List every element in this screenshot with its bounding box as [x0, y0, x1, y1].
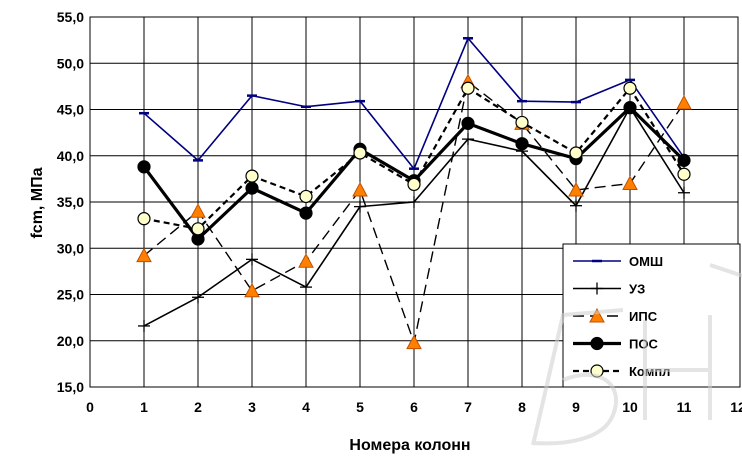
y-tick-label: 35,0 [57, 194, 84, 210]
y-tick-label: 40,0 [57, 148, 84, 164]
series-2-point [246, 253, 258, 266]
series-3-point [244, 282, 260, 298]
series-2-point [300, 281, 312, 294]
x-tick-label: 8 [518, 399, 526, 415]
legend-marker [591, 282, 603, 295]
series-5-point [407, 177, 421, 192]
series-5 [137, 81, 691, 236]
x-tick-label: 6 [410, 399, 418, 415]
series-3-point [676, 94, 692, 110]
series-3-point [622, 175, 638, 190]
x-tick-label: 9 [572, 399, 580, 415]
legend-marker [590, 364, 604, 378]
x-tick-label: 4 [302, 399, 310, 415]
series-3-point [406, 334, 422, 350]
series-5-line [143, 87, 685, 230]
series-4-point [677, 153, 691, 167]
y-tick-label: 25,0 [57, 287, 84, 303]
y-tick-label: 55,0 [57, 9, 84, 25]
series-5-point [191, 222, 205, 236]
legend-label: ПОС [629, 337, 658, 352]
y-tick-label: 20,0 [57, 333, 84, 349]
series-3-point [568, 181, 584, 197]
series-4-point [299, 206, 313, 220]
series-5-point [569, 146, 583, 160]
series-5-point [137, 212, 151, 226]
legend-label: ИПС [629, 309, 658, 324]
series-3-point [352, 181, 368, 197]
y-tick-label: 50,0 [57, 55, 84, 71]
legend-marker [590, 336, 604, 351]
series-2-point [354, 200, 366, 213]
series-4-point [515, 137, 529, 151]
series-5-point [353, 146, 367, 160]
legend-label: Компл [629, 364, 670, 379]
y-tick-label: 45,0 [57, 102, 84, 118]
x-tick-label: 12 [730, 399, 742, 415]
x-axis-title: Номера колонн [349, 437, 470, 454]
series-4-point [137, 160, 151, 174]
series-3-point [136, 247, 152, 263]
series-4-point [245, 181, 259, 195]
series-5-point [623, 81, 637, 95]
series-4-point [461, 116, 475, 130]
x-tick-label: 11 [677, 399, 692, 415]
series-2-point [408, 196, 420, 208]
series-5-point [515, 115, 529, 130]
x-tick-label: 10 [622, 399, 638, 415]
y-tick-label: 30,0 [57, 240, 84, 256]
series-2-point [192, 291, 204, 304]
y-axis-title: fcm, МПа [29, 167, 46, 238]
x-tick-label: 2 [194, 399, 202, 415]
series-2-point [462, 133, 474, 146]
series-2 [138, 101, 690, 332]
series-2-point [138, 319, 150, 332]
series-2-point [678, 186, 690, 199]
series-3-point [190, 203, 206, 218]
legend-label: УЗ [629, 282, 645, 297]
series-5-point [677, 167, 691, 181]
series-layer [136, 37, 692, 350]
series-2-point [570, 199, 582, 212]
y-tick-label: 15,0 [57, 379, 84, 395]
legend: ОМШ УЗ ИПС ПОС Компл [562, 243, 741, 388]
series-5-point [299, 189, 313, 204]
series-3-point [298, 253, 314, 268]
legend-label: ОМШ [629, 254, 663, 269]
x-tick-label: 0 [86, 399, 94, 415]
series-5-point [461, 81, 475, 95]
series-5-point [245, 169, 259, 183]
x-tick-label: 1 [140, 399, 148, 415]
x-tick-label: 3 [248, 399, 256, 415]
x-tick-label: 7 [464, 399, 472, 415]
x-tick-label: 5 [356, 399, 364, 415]
series-4-point [623, 101, 637, 115]
